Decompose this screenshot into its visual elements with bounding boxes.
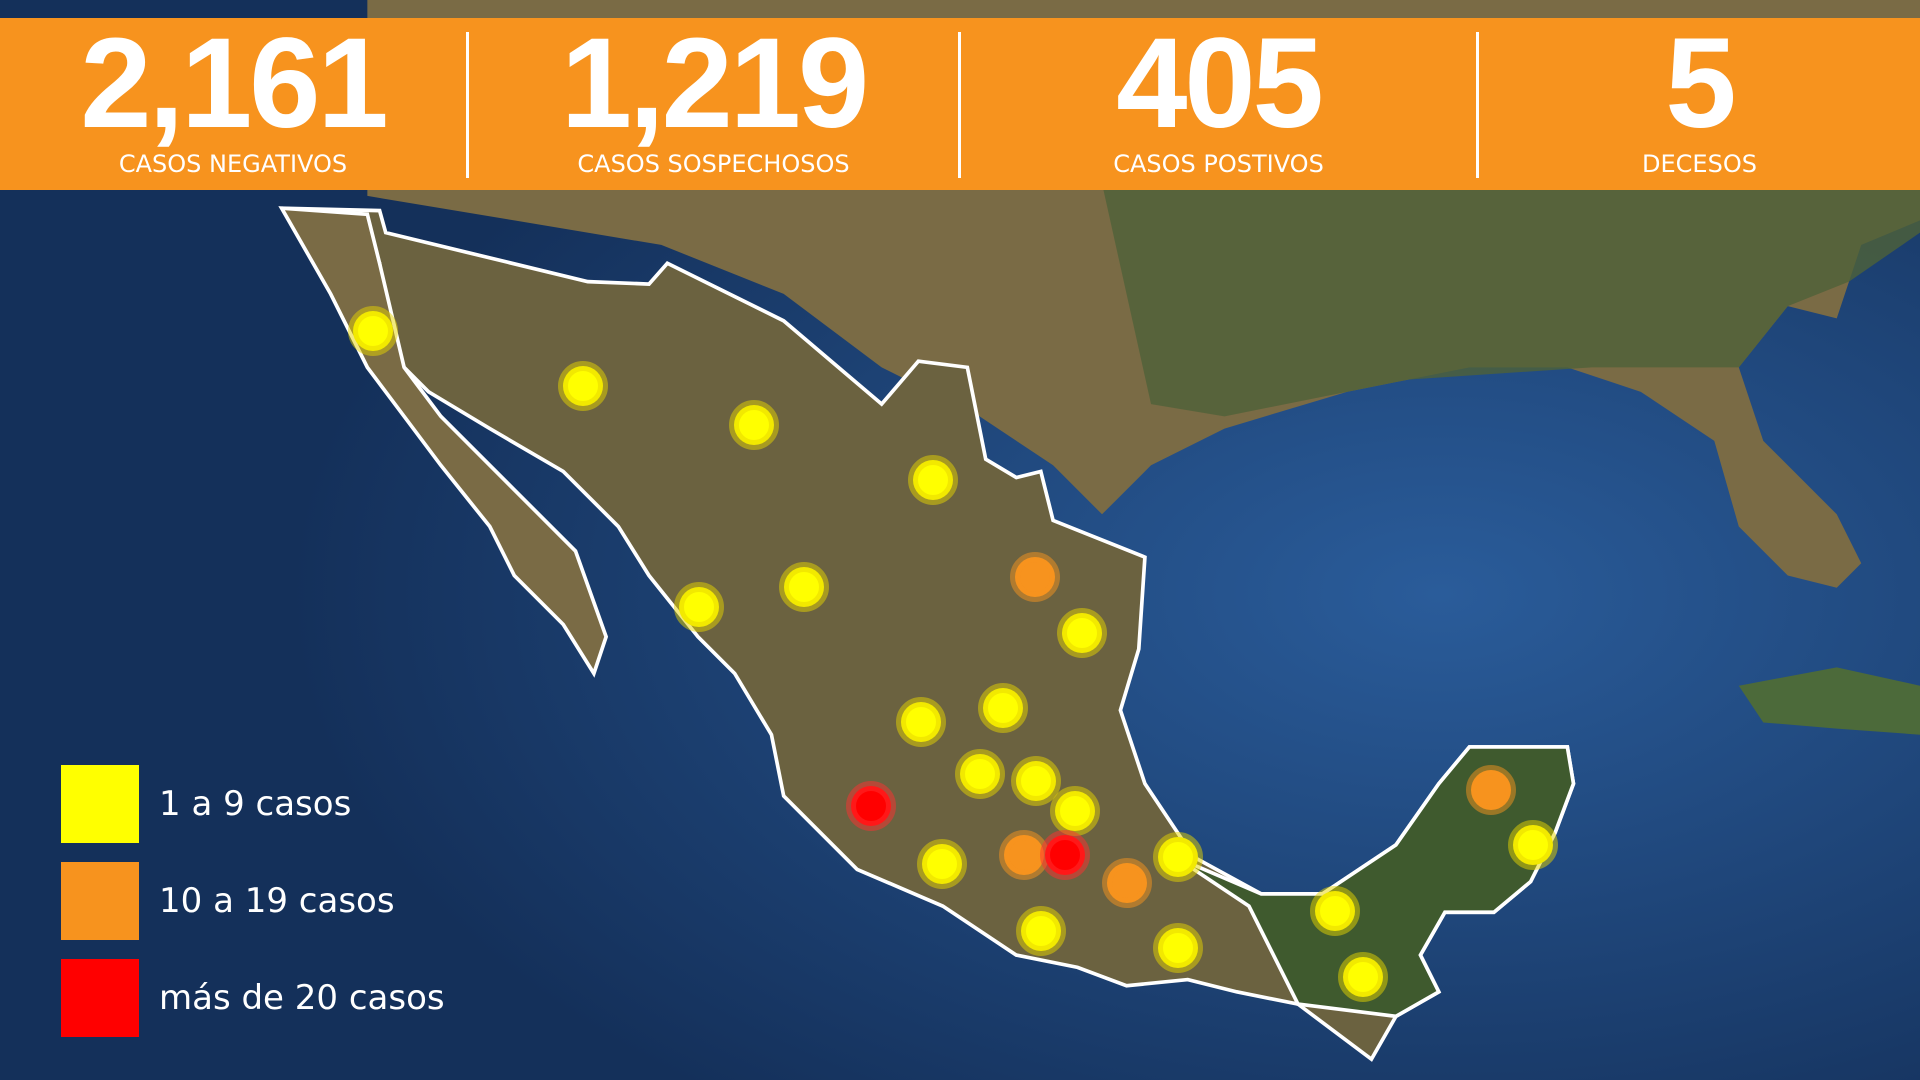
divider	[958, 32, 961, 178]
marker	[558, 361, 608, 411]
marker	[779, 562, 829, 612]
marker	[978, 683, 1028, 733]
legend-swatch	[61, 959, 139, 1037]
stat: 2,161 CASOS NEGATIVOS	[0, 18, 466, 190]
stat: 405 CASOS POSTIVOS	[961, 18, 1476, 190]
marker	[896, 697, 946, 747]
legend-label: más de 20 casos	[159, 978, 445, 1018]
marker	[955, 749, 1005, 799]
stat-number: 2,161	[80, 12, 388, 155]
legend-label: 1 a 9 casos	[159, 784, 352, 824]
stat-number: 405	[1116, 12, 1324, 155]
marker	[1508, 820, 1558, 870]
legend-label: 10 a 19 casos	[159, 881, 395, 921]
marker	[1040, 830, 1090, 880]
marker	[1011, 756, 1061, 806]
stat-number: 1,219	[560, 12, 869, 155]
marker	[1153, 923, 1203, 973]
stat: 1,219 CASOS SOSPECHOSOS	[469, 18, 958, 190]
divider	[1476, 32, 1479, 178]
marker	[917, 839, 967, 889]
stat-label: DECESOS	[1642, 150, 1757, 178]
marker	[1010, 552, 1060, 602]
marker	[999, 830, 1049, 880]
marker	[1050, 786, 1100, 836]
marker	[908, 455, 958, 505]
marker	[1310, 886, 1360, 936]
marker	[846, 781, 896, 831]
marker	[1338, 952, 1388, 1002]
marker	[1153, 832, 1203, 882]
stat-label: CASOS POSTIVOS	[1113, 150, 1324, 178]
stats-band: 2,161 CASOS NEGATIVOS 1,219 CASOS SOSPECHOS…	[0, 18, 1920, 190]
state-markers	[348, 306, 1558, 1002]
marker	[1057, 608, 1107, 658]
marker	[674, 582, 724, 632]
divider	[466, 32, 469, 178]
stat-label: CASOS NEGATIVOS	[118, 150, 348, 178]
stat-number: 5	[1665, 12, 1736, 155]
marker	[729, 400, 779, 450]
marker	[1102, 858, 1152, 908]
legend-swatch	[61, 862, 139, 940]
stat-label: CASOS SOSPECHOSOS	[577, 150, 850, 178]
marker	[1466, 765, 1516, 815]
stat: 5 DECESOS	[1479, 18, 1920, 190]
marker	[1016, 906, 1066, 956]
marker	[348, 306, 398, 356]
legend-swatch	[61, 765, 139, 843]
